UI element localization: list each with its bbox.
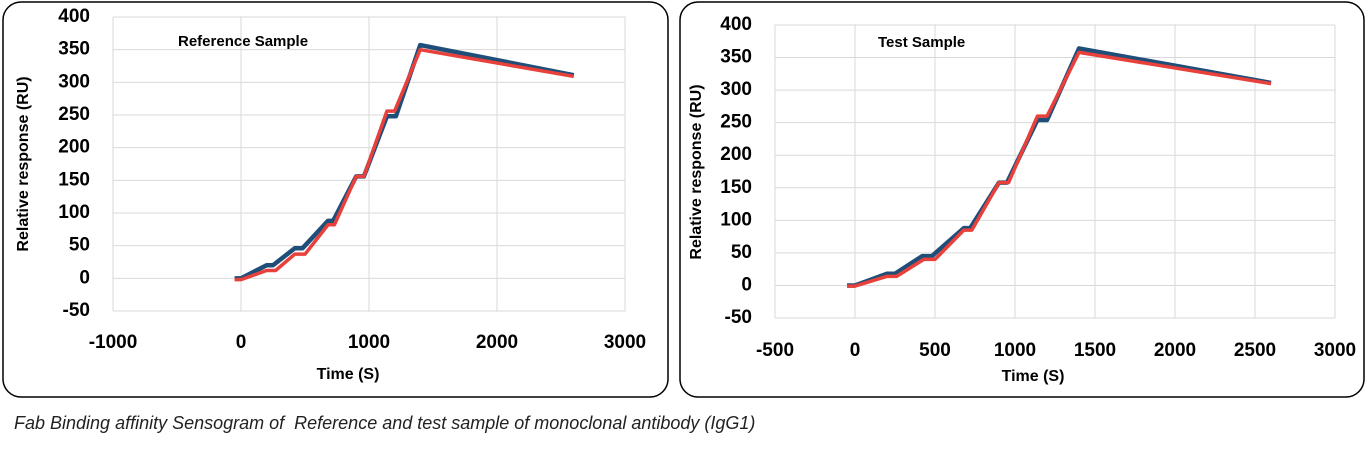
x-tick-label: 1000 (994, 340, 1036, 361)
x-axis-label: Time (S) (1002, 368, 1065, 385)
y-axis-label: Relative response (RU) (15, 76, 32, 251)
chart-frame (679, 1, 1365, 398)
x-tick-label: 2000 (476, 332, 518, 353)
y-tick-label: 300 (720, 79, 752, 100)
chart-frame (2, 1, 669, 398)
y-tick-label: 100 (720, 209, 752, 230)
caption: Fab Binding affinity Sensogram of Refere… (14, 413, 755, 433)
y-tick-label: -50 (725, 307, 752, 328)
annotation: Test Sample (878, 34, 965, 51)
x-tick-label: 2500 (1234, 340, 1276, 361)
x-tick-label: -500 (756, 340, 794, 361)
y-tick-label: 350 (720, 47, 752, 68)
series-line (847, 46, 1272, 288)
y-tick-label: -50 (63, 300, 90, 321)
series-line (234, 47, 575, 282)
y-tick-label: 250 (58, 104, 90, 125)
y-tick-label: 100 (58, 202, 90, 223)
y-tick-label: 200 (720, 144, 752, 165)
series-line (234, 42, 575, 281)
x-tick-label: 0 (236, 332, 247, 353)
x-tick-label: 500 (919, 340, 951, 361)
y-tick-label: 250 (720, 112, 752, 133)
x-tick-label: 0 (850, 340, 861, 361)
x-tick-label: 1000 (348, 332, 390, 353)
x-axis-label: Time (S) (317, 366, 380, 383)
y-tick-label: 0 (741, 274, 752, 295)
x-tick-label: 1500 (1074, 340, 1116, 361)
y-tick-label: 300 (58, 71, 90, 92)
x-tick-label: 3000 (604, 332, 646, 353)
x-tick-label: 2000 (1154, 340, 1196, 361)
y-tick-label: 150 (720, 177, 752, 198)
x-tick-label: -1000 (89, 332, 138, 353)
x-tick-label: 3000 (1314, 340, 1356, 361)
series-line (847, 50, 1272, 288)
y-tick-label: 150 (58, 169, 90, 190)
y-tick-label: 200 (58, 137, 90, 158)
annotation: Reference Sample (178, 33, 308, 50)
y-tick-label: 50 (69, 235, 90, 256)
y-tick-label: 50 (731, 242, 752, 263)
y-axis-label: Relative response (RU) (688, 84, 705, 259)
y-tick-label: 0 (79, 267, 90, 288)
y-tick-label: 400 (720, 14, 752, 35)
y-tick-label: 350 (58, 39, 90, 60)
y-tick-label: 400 (58, 6, 90, 27)
